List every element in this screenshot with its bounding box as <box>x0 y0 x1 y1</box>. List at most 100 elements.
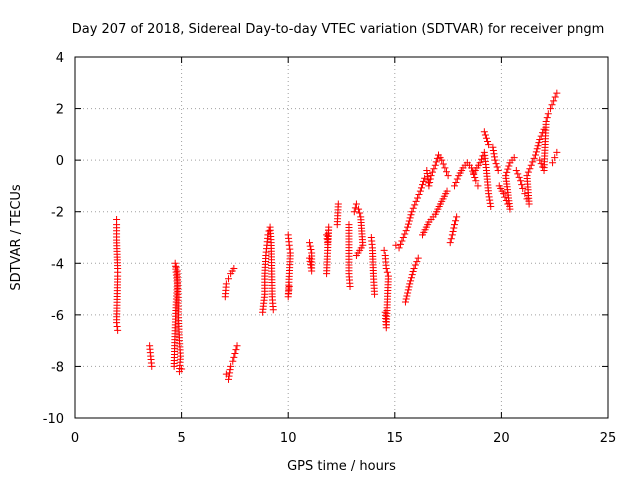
data-point <box>227 362 235 370</box>
data-point <box>222 280 230 288</box>
data-point <box>396 240 404 248</box>
data-point <box>452 178 460 186</box>
data-point <box>484 137 492 145</box>
data-point <box>478 155 486 163</box>
data-point <box>406 280 414 288</box>
data-point <box>225 375 233 383</box>
data-point <box>229 357 237 365</box>
data-point <box>230 353 238 361</box>
data-point <box>486 196 494 204</box>
data-point <box>307 246 315 254</box>
data-point <box>490 150 498 158</box>
data-point <box>543 114 551 122</box>
data-point <box>148 362 156 370</box>
data-point <box>489 146 497 154</box>
data-point <box>351 204 359 212</box>
data-point <box>524 168 532 176</box>
data-point <box>453 213 461 221</box>
data-point <box>490 153 498 161</box>
data-point <box>380 246 388 254</box>
x-tick-label: 15 <box>387 431 404 446</box>
grid <box>75 57 608 418</box>
data-point <box>548 101 556 109</box>
data-point <box>482 134 490 142</box>
data-point <box>503 168 511 176</box>
data-point <box>405 283 413 291</box>
data-point <box>428 168 436 176</box>
data-point <box>492 160 500 168</box>
data-point <box>533 145 541 153</box>
data-point <box>171 259 179 267</box>
data-point <box>285 282 293 290</box>
data-point <box>403 292 411 300</box>
data-point <box>450 221 458 229</box>
data-point <box>404 223 412 231</box>
data-point <box>401 298 409 306</box>
data-point <box>515 173 523 181</box>
data-point <box>447 235 455 243</box>
plot-frame <box>74 56 609 419</box>
data-point <box>430 165 438 173</box>
data-point <box>399 234 407 241</box>
y-tick-label: -10 <box>43 412 64 427</box>
data-point <box>114 326 122 334</box>
data-point <box>441 164 449 172</box>
data-point <box>481 131 489 139</box>
y-tick-label: -2 <box>51 206 64 221</box>
x-tick-label: 25 <box>600 431 617 446</box>
data-point <box>534 142 542 150</box>
data-point <box>476 159 484 167</box>
data-point <box>307 261 315 269</box>
data-point <box>404 286 412 294</box>
data-point <box>485 190 493 198</box>
data-point <box>334 200 342 208</box>
x-tick-label: 0 <box>71 431 79 446</box>
data-point <box>350 208 358 216</box>
data-point <box>474 182 482 190</box>
data-point <box>537 160 545 168</box>
data-point <box>439 160 447 168</box>
data-point <box>500 190 508 198</box>
y-tick-label: -8 <box>51 360 64 375</box>
data-point <box>514 170 522 178</box>
data-point <box>510 154 518 162</box>
data-point <box>443 187 451 195</box>
data-point <box>518 181 526 189</box>
data-point <box>402 295 410 303</box>
data-point <box>226 369 234 377</box>
data-point <box>472 177 480 185</box>
data-point <box>485 193 493 201</box>
data-point <box>512 166 520 174</box>
data-point <box>444 172 452 180</box>
data-point <box>269 306 277 314</box>
data-point <box>407 277 415 285</box>
data-point <box>407 274 415 282</box>
data-point <box>308 267 316 275</box>
data-point <box>233 342 241 350</box>
data-point <box>414 254 422 262</box>
data-points <box>113 89 561 383</box>
data-point <box>505 162 513 170</box>
data-point <box>410 264 418 272</box>
data-point <box>419 181 427 189</box>
data-point <box>504 165 512 173</box>
data-point <box>306 257 314 265</box>
data-point <box>285 241 293 249</box>
data-point <box>485 141 493 149</box>
data-point <box>404 289 412 297</box>
data-point <box>352 200 360 208</box>
data-point <box>230 264 238 272</box>
data-point <box>550 97 558 105</box>
data-point <box>532 148 540 156</box>
data-point <box>487 203 495 211</box>
data-point <box>231 350 239 358</box>
data-point <box>536 136 544 144</box>
data-point <box>306 242 314 250</box>
data-point <box>412 197 420 205</box>
data-point <box>417 184 425 192</box>
chart-title: Day 207 of 2018, Sidereal Day-to-day VTE… <box>72 22 605 37</box>
data-point <box>425 182 433 190</box>
x-tick-label: 20 <box>493 431 510 446</box>
data-point <box>414 194 422 202</box>
data-point <box>551 93 559 101</box>
